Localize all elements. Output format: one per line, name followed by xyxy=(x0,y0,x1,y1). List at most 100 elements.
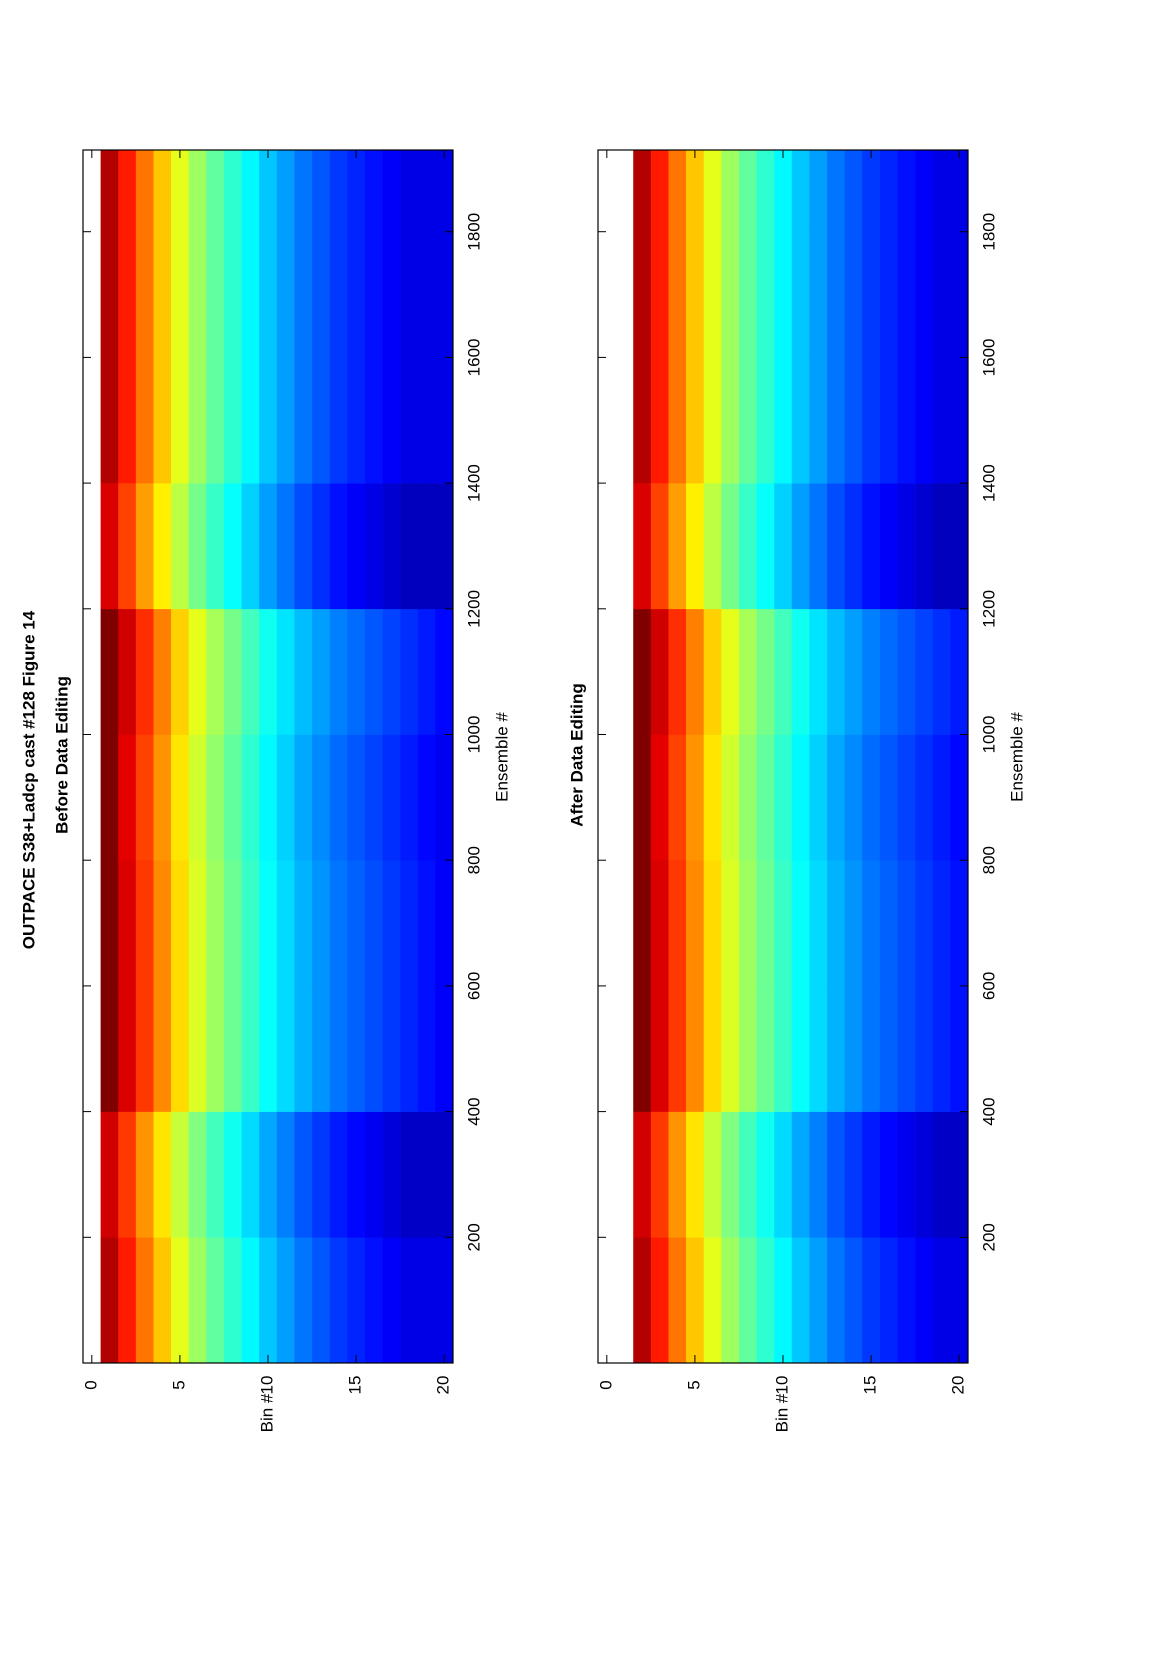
heatmap-cell xyxy=(312,357,330,484)
heatmap-cell xyxy=(668,1237,687,1364)
heatmap-cell xyxy=(809,231,828,358)
heatmap-cell xyxy=(276,608,295,735)
heatmap-cell xyxy=(721,231,740,358)
heatmap-cell xyxy=(633,150,652,233)
subtitle: After Data Editing xyxy=(567,683,586,827)
heatmap-cell xyxy=(400,150,419,233)
heatmap-cell xyxy=(135,608,154,735)
heatmap-cell xyxy=(668,1111,687,1238)
heatmap-cell xyxy=(241,860,260,987)
heatmap-cell xyxy=(312,231,330,358)
heatmap-cell xyxy=(100,608,119,735)
heatmap-cell xyxy=(915,608,934,735)
heatmap-cell xyxy=(668,231,687,358)
heatmap-cell xyxy=(932,1111,951,1238)
heatmap-cell xyxy=(400,860,419,987)
heatmap-cell xyxy=(382,1111,401,1238)
heatmap-cell xyxy=(650,1111,669,1238)
heatmap-cell xyxy=(721,150,740,233)
heatmap-cell xyxy=(259,985,278,1112)
heatmap-cell xyxy=(827,483,845,610)
heatmap-cell xyxy=(276,1111,295,1238)
heatmap-cell xyxy=(294,734,313,861)
heatmap-cell xyxy=(188,985,207,1112)
heatmap-cell xyxy=(188,150,207,233)
heatmap-cell xyxy=(897,357,916,484)
x-tick-label: 400 xyxy=(464,1097,483,1125)
heatmap-cell xyxy=(223,1237,242,1364)
heatmap-cell xyxy=(633,357,652,484)
heatmap-cell xyxy=(827,608,845,735)
heatmap-cell xyxy=(364,860,383,987)
heatmap-cell xyxy=(135,734,154,861)
heatmap-cell xyxy=(633,734,652,861)
heatmap-cell xyxy=(382,357,401,484)
heatmap-cell xyxy=(153,150,172,233)
heatmap-cell xyxy=(329,608,348,735)
heatmap-cell xyxy=(276,734,295,861)
heatmap-cell xyxy=(756,483,775,610)
heatmap-cell xyxy=(809,860,828,987)
heatmap-cell xyxy=(417,483,436,610)
heatmap-cell xyxy=(259,231,278,358)
heatmap-cell xyxy=(417,985,436,1112)
y-tick-label: 5 xyxy=(684,1380,703,1389)
heatmap-cell xyxy=(400,357,419,484)
heatmap-cell xyxy=(862,483,881,610)
heatmap-cell xyxy=(774,860,793,987)
heatmap-cell xyxy=(118,860,137,987)
y-tick-label: 5 xyxy=(169,1380,188,1389)
heatmap-cell xyxy=(862,734,881,861)
heatmap-cell xyxy=(347,150,366,233)
heatmap-cell xyxy=(686,1111,705,1238)
heatmap-cell xyxy=(206,357,225,484)
heatmap-cell xyxy=(756,1111,775,1238)
heatmap-cell xyxy=(118,357,137,484)
heatmap-cell xyxy=(721,985,740,1112)
heatmap-cell xyxy=(703,231,722,358)
heatmap-cell xyxy=(862,1111,881,1238)
heatmap-cell xyxy=(915,150,934,233)
x-tick-label: 400 xyxy=(979,1097,998,1125)
heatmap-cell xyxy=(668,985,687,1112)
heatmap-cell xyxy=(844,1111,863,1238)
heatmap-cell xyxy=(897,985,916,1112)
heatmap-cell xyxy=(915,1111,934,1238)
heatmap-cell xyxy=(171,150,190,233)
heatmap-cell xyxy=(915,231,934,358)
heatmap-cell xyxy=(756,734,775,861)
heatmap-cell xyxy=(721,1237,740,1364)
heatmap-cell xyxy=(400,483,419,610)
heatmap-cell xyxy=(312,734,330,861)
heatmap-cell xyxy=(721,860,740,987)
heatmap-cell xyxy=(206,483,225,610)
heatmap-cell xyxy=(382,860,401,987)
heatmap-cell xyxy=(435,357,454,484)
heatmap-cell xyxy=(171,860,190,987)
heatmap-cell xyxy=(809,483,828,610)
heatmap-cell xyxy=(400,231,419,358)
heatmap-cell xyxy=(400,608,419,735)
heatmap-cell xyxy=(844,1237,863,1364)
heatmap-cell xyxy=(294,608,313,735)
heatmap-cell xyxy=(809,357,828,484)
heatmap-cell xyxy=(294,1237,313,1364)
heatmap-cell xyxy=(774,1111,793,1238)
heatmap-cell xyxy=(206,985,225,1112)
heatmap-cell xyxy=(879,150,898,233)
heatmap-cell xyxy=(791,357,810,484)
heatmap-cell xyxy=(721,608,740,735)
heatmap-cell xyxy=(329,860,348,987)
heatmap-cell xyxy=(844,985,863,1112)
heatmap-cell xyxy=(329,1111,348,1238)
heatmap-cell xyxy=(791,608,810,735)
heatmap-cell xyxy=(206,860,225,987)
heatmap-cell xyxy=(223,608,242,735)
heatmap-cell xyxy=(844,357,863,484)
heatmap-cell xyxy=(686,608,705,735)
heatmap-cell xyxy=(312,150,330,233)
heatmap-cell xyxy=(276,985,295,1112)
heatmap-cell xyxy=(294,860,313,987)
heatmap-cell xyxy=(633,860,652,987)
heatmap-cell xyxy=(294,483,313,610)
